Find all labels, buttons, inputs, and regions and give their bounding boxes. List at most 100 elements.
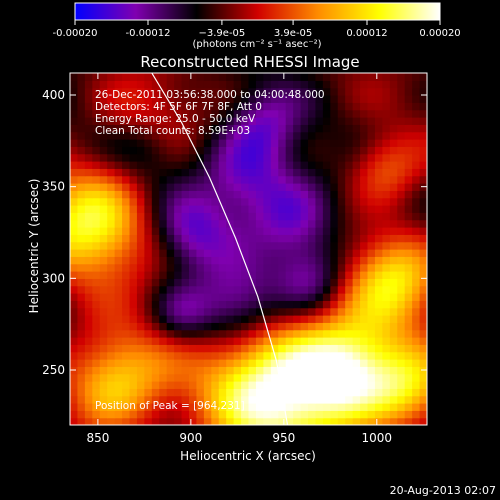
heatmap-cell [404,234,413,243]
heatmap-cell [367,102,376,111]
heatmap-cell [70,271,79,279]
heatmap-cell [241,366,250,375]
heatmap-cell [367,87,376,96]
heatmap-cell [412,271,421,279]
heatmap-cell [352,219,361,228]
heatmap-cell [263,329,272,338]
heatmap-cell [218,183,227,191]
heatmap-cell [374,124,383,133]
heatmap-cell [107,263,116,272]
heatmap-cell [129,417,138,425]
heatmap-cell [136,388,145,397]
heatmap-cell [218,131,227,140]
heatmap-cell [278,117,287,125]
heatmap-cell [345,373,354,382]
heatmap-cell [360,249,369,257]
heatmap-cell [136,109,145,118]
heatmap-cell [389,183,398,191]
heatmap-cell [285,219,294,228]
heatmap-cell [360,388,369,397]
heatmap-cell [300,197,309,206]
heatmap-cell [181,87,190,96]
heatmap-cell [382,417,391,425]
heatmap-cell [241,234,250,243]
heatmap-cell [285,183,294,191]
heatmap-cell [114,102,123,111]
heatmap-cell [293,249,302,257]
heatmap-cell [270,117,279,125]
heatmap-cell [322,263,331,272]
heatmap-cell [144,197,153,206]
heatmap-cell [285,227,294,235]
heatmap-cell [352,168,361,177]
heatmap-cell [181,117,190,125]
heatmap-cell [300,241,309,250]
heatmap-cell [196,241,205,250]
heatmap-cell [159,381,168,389]
heatmap-cell [166,417,175,425]
heatmap-cell [330,395,339,404]
heatmap-cell [337,87,346,96]
heatmap-cell [397,381,406,389]
heatmap-cell [226,410,235,419]
heatmap-cell [389,315,398,323]
heatmap-cell [84,161,93,169]
heatmap-cell [129,293,138,301]
heatmap-cell [174,381,183,389]
heatmap-cell [99,161,108,169]
heatmap-cell [159,388,168,397]
heatmap-cell [136,190,145,199]
heatmap-cell [374,307,383,316]
heatmap-cell [337,212,346,221]
heatmap-cell [159,102,168,111]
heatmap-cell [397,168,406,177]
heatmap-cell [315,322,324,331]
heatmap-cell [255,124,264,133]
heatmap-cell [233,293,242,301]
heatmap-cell [211,395,220,404]
heatmap-cell [315,139,324,147]
heatmap-cell [345,249,354,257]
heatmap-cell [114,131,123,140]
heatmap-cell [315,234,324,243]
heatmap-cell [70,124,79,133]
heatmap-cell [360,131,369,140]
heatmap-cell [270,183,279,191]
heatmap-cell [77,351,86,360]
heatmap-cell [293,219,302,228]
heatmap-cell [70,337,79,345]
heatmap-cell [189,241,198,250]
heatmap-cell [211,131,220,140]
heatmap-cell [367,219,376,228]
heatmap-cell [315,117,324,125]
heatmap-cell [241,124,250,133]
heatmap-cell [196,410,205,419]
heatmap-cell [203,241,212,250]
heatmap-cell [189,263,198,272]
heatmap-cell [352,153,361,162]
heatmap-cell [151,212,160,221]
heatmap-cell [419,124,427,133]
heatmap-cell [196,293,205,301]
heatmap-cell [226,315,235,323]
heatmap-cell [114,219,123,228]
heatmap-cell [374,73,383,81]
heatmap-cell [389,109,398,118]
heatmap-cell [122,381,131,389]
heatmap-cell [330,300,339,309]
heatmap-cell [345,190,354,199]
heatmap-cell [337,175,346,184]
heatmap-cell [129,131,138,140]
heatmap-cell [203,271,212,279]
heatmap-cell [129,161,138,169]
heatmap-cell [345,388,354,397]
heatmap-cell [196,205,205,213]
heatmap-cell [226,234,235,243]
heatmap-cell [114,329,123,338]
heatmap-cell [166,381,175,389]
heatmap-cell [382,359,391,367]
heatmap-cell [337,249,346,257]
heatmap-cell [151,388,160,397]
heatmap-cell [129,190,138,199]
heatmap-cell [255,322,264,331]
